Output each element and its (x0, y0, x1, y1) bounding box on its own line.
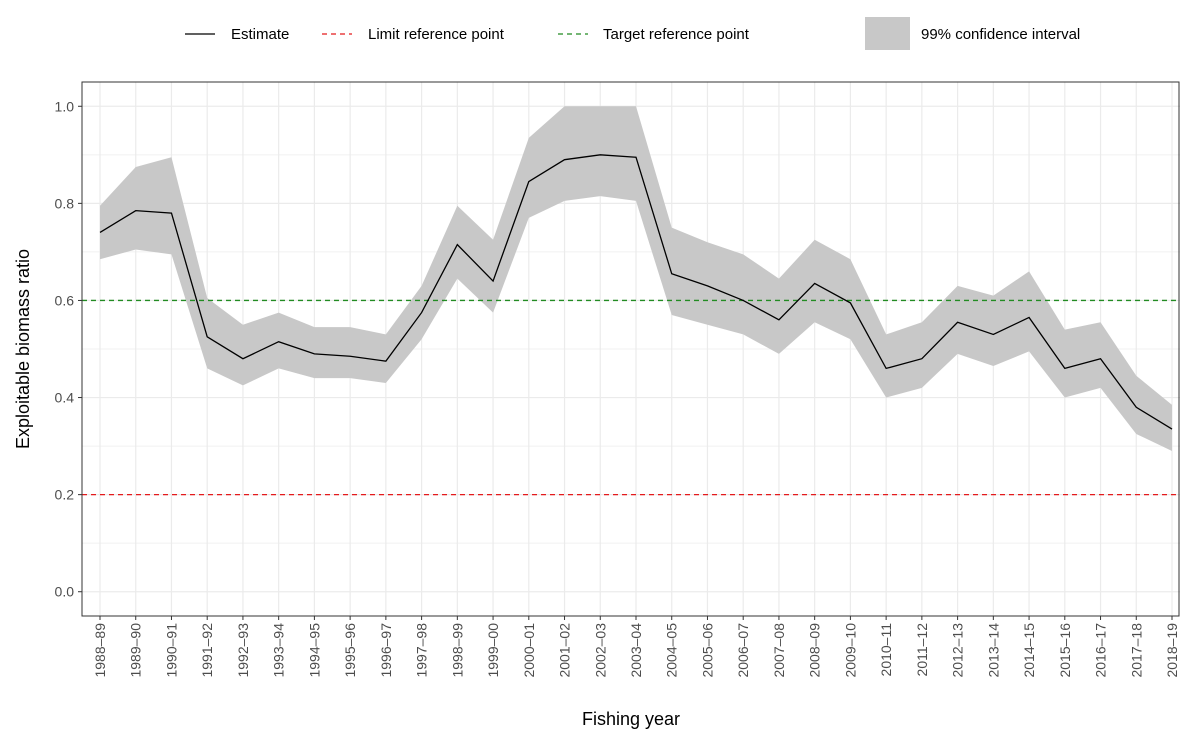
panel-border (81, 81, 1180, 617)
x-tick-label: 2010–11 (878, 623, 894, 677)
legend-swatch (865, 17, 910, 50)
x-tick-label: 1996–97 (378, 623, 394, 678)
x-tick-label: 1988–89 (92, 623, 108, 678)
y-tick-label: 0.2 (55, 487, 75, 503)
x-tick-label: 2017–18 (1128, 623, 1144, 678)
legend-label: 99% confidence interval (921, 26, 1080, 43)
legend-label: Target reference point (603, 26, 750, 43)
x-tick-label: 2015–16 (1057, 623, 1073, 678)
x-tick-label: 1989–90 (128, 623, 144, 678)
legend-label: Limit reference point (368, 26, 505, 43)
y-tick-label: 0.6 (55, 292, 75, 308)
x-tick-label: 2004–05 (664, 623, 680, 678)
x-tick-label: 2018–19 (1164, 623, 1180, 678)
x-tick-label: 1991–92 (199, 623, 215, 678)
x-tick-label: 1990–91 (163, 623, 179, 678)
x-tick-label: 2005–06 (699, 623, 715, 678)
x-tick-label: 1994–95 (306, 623, 322, 678)
x-tick-label: 1993–94 (271, 623, 287, 678)
x-tick-label: 1995–96 (342, 623, 358, 678)
estimate-line (99, 154, 1173, 430)
x-tick-label: 2012–13 (950, 623, 966, 678)
y-tick-label: 0.8 (55, 195, 75, 211)
x-tick-label: 1992–93 (235, 623, 251, 678)
x-tick-label: 2003–04 (628, 623, 644, 678)
x-tick-label: 2013–14 (985, 623, 1001, 678)
x-tick-label: 1998–99 (449, 623, 465, 678)
x-tick-label: 1999–00 (485, 623, 501, 678)
y-tick-label: 0.0 (55, 584, 75, 600)
x-tick-label: 2000–01 (521, 623, 537, 678)
x-tick-label: 1997–98 (414, 623, 430, 678)
legend-label: Estimate (231, 26, 289, 43)
y-tick-label: 0.4 (55, 390, 75, 406)
y-tick-label: 1.0 (55, 98, 75, 114)
x-tick-label: 2002–03 (592, 623, 608, 678)
y-axis-title: Exploitable biomass ratio (13, 249, 33, 449)
x-tick-label: 2001–02 (557, 623, 573, 678)
x-tick-label: 2007–08 (771, 623, 787, 678)
x-tick-label: 2006–07 (735, 623, 751, 678)
x-tick-label: 2009–10 (842, 623, 858, 678)
x-tick-label: 2008–09 (807, 623, 823, 678)
x-tick-label: 2016–17 (1093, 623, 1109, 678)
x-tick-label: 2011–12 (914, 623, 930, 677)
x-tick-label: 2014–15 (1021, 623, 1037, 678)
confidence-band (100, 106, 1172, 451)
x-axis-title: Fishing year (582, 709, 680, 729)
